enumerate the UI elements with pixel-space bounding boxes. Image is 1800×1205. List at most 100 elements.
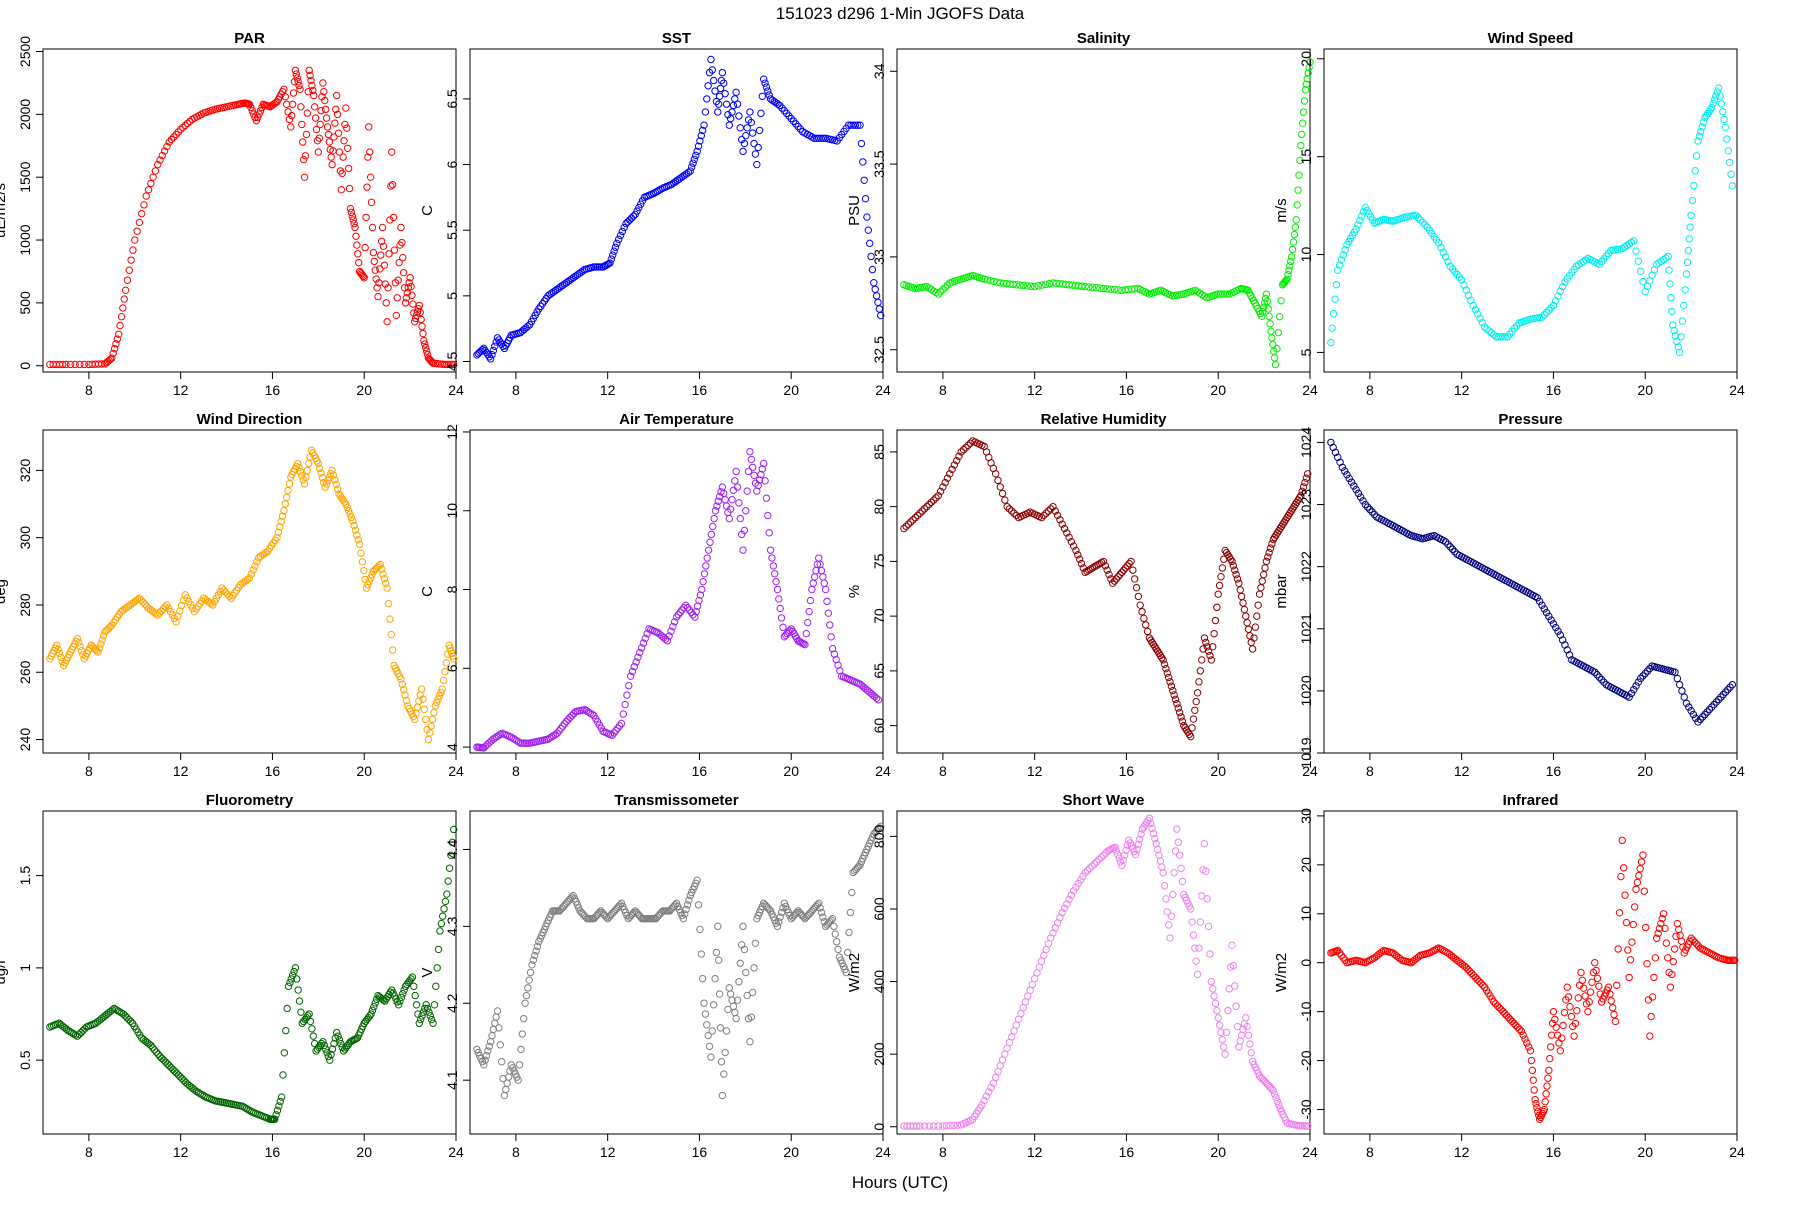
x-tick-label: 8: [512, 382, 520, 398]
data-point-interp: [1639, 672, 1647, 680]
data-point-interp: [1209, 985, 1217, 993]
panel-title: Wind Direction: [197, 411, 303, 428]
data-point-interp: [1546, 1043, 1555, 1051]
data-point-interp: [755, 126, 764, 135]
data-point: [1037, 513, 1046, 522]
data-point-interp: [509, 734, 517, 743]
data-point-interp: [1363, 503, 1372, 511]
data-point-interp: [145, 1040, 153, 1048]
data-point-interp: [285, 480, 294, 488]
plot-frame: [896, 48, 1311, 373]
data-point: [636, 648, 644, 657]
data-point: [1604, 983, 1613, 991]
data-point-interp: [566, 276, 574, 284]
data-point: [422, 1001, 430, 1009]
data-point-interp: [355, 258, 363, 267]
data-point-interp: [913, 1122, 921, 1130]
data-point-interp: [1510, 1019, 1518, 1028]
data-point-interp: [864, 226, 873, 234]
data-point: [1030, 282, 1039, 291]
data-point-interp: [775, 918, 783, 926]
x-tick-label: 8: [512, 763, 520, 779]
data-point-interp: [350, 521, 358, 530]
data-point-interp: [495, 1024, 503, 1032]
data-point-interp: [1167, 912, 1176, 920]
data-point-interp: [1110, 577, 1119, 585]
data-point-interp: [742, 507, 750, 515]
data-point-interp: [1078, 282, 1086, 290]
data-point-interp: [634, 653, 642, 661]
x-tick-label: 20: [1210, 1144, 1226, 1160]
series-points: [1327, 84, 1737, 357]
data-point-interp: [1588, 978, 1596, 986]
data-point-interp: [1185, 730, 1194, 739]
data-point-interp: [950, 461, 959, 469]
y-axis-label: mbar: [1273, 574, 1290, 608]
data-point-interp: [1223, 290, 1232, 298]
data-point-interp: [682, 905, 690, 914]
data-point-interp: [1177, 713, 1185, 721]
y-tick-label: 0: [1298, 959, 1314, 967]
data-point-interp: [1523, 1039, 1531, 1047]
data-point-interp: [484, 1047, 492, 1055]
data-point-interp: [316, 464, 324, 473]
data-point: [622, 219, 630, 228]
data-point-interp: [709, 76, 718, 85]
data-point-interp: [716, 1024, 725, 1032]
data-point: [383, 318, 391, 326]
data-point-interp: [1132, 583, 1141, 592]
data-point-interp: [1299, 483, 1308, 491]
data-point-interp: [1474, 310, 1482, 318]
data-point: [877, 822, 885, 831]
data-point-interp: [158, 1054, 166, 1063]
data-point-interp: [637, 644, 646, 652]
x-tick-label: 12: [173, 763, 189, 779]
data-point-interp: [1244, 625, 1253, 633]
data-point: [1533, 594, 1542, 602]
data-point: [1269, 1086, 1277, 1095]
data-point-interp: [1634, 257, 1643, 265]
data-point-interp: [1506, 1015, 1515, 1024]
data-point-interp: [1270, 1090, 1279, 1098]
data-point-interp: [674, 611, 683, 619]
data-point-interp: [367, 198, 376, 207]
y-tick-label: 5: [444, 292, 460, 300]
data-point: [1159, 656, 1167, 664]
data-point-interp: [1541, 1098, 1549, 1106]
data-point: [1671, 668, 1679, 676]
y-tick-label: 300: [17, 526, 33, 550]
data-point-interp: [860, 176, 868, 185]
data-point-interp: [1513, 1023, 1522, 1032]
data-point-interp: [771, 570, 779, 578]
data-point-interp: [413, 308, 422, 316]
data-point: [121, 286, 130, 295]
y-tick-label: 320: [17, 458, 33, 482]
data-point-interp: [1558, 1034, 1566, 1042]
data-point-interp: [665, 632, 673, 640]
data-point: [514, 1076, 522, 1084]
data-point-interp: [1295, 171, 1303, 179]
data-point-interp: [398, 680, 407, 689]
data-point-interp: [1343, 471, 1351, 479]
data-point-interp: [1670, 945, 1679, 953]
data-point-interp: [998, 489, 1007, 498]
data-point-interp: [706, 538, 714, 546]
data-point: [863, 213, 871, 221]
data-point-interp: [1276, 312, 1284, 321]
data-point-interp: [1549, 620, 1558, 628]
data-point-interp: [349, 216, 357, 224]
data-point: [436, 927, 444, 935]
data-point-interp: [582, 707, 591, 715]
y-tick-label: 4.5: [444, 352, 460, 372]
data-point: [1570, 1032, 1578, 1040]
data-point-interp: [1641, 669, 1649, 678]
y-tick-label: 4.4: [444, 840, 460, 860]
data-point-interp: [918, 507, 926, 515]
data-point: [700, 121, 708, 129]
data-point-interp: [325, 138, 334, 146]
data-point-interp: [683, 901, 692, 909]
data-point-interp: [413, 703, 422, 711]
data-point-interp: [962, 443, 970, 452]
data-point-interp: [434, 945, 443, 954]
data-point-interp: [1597, 676, 1606, 684]
